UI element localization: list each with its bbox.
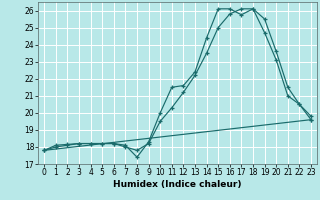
X-axis label: Humidex (Indice chaleur): Humidex (Indice chaleur) (113, 180, 242, 189)
